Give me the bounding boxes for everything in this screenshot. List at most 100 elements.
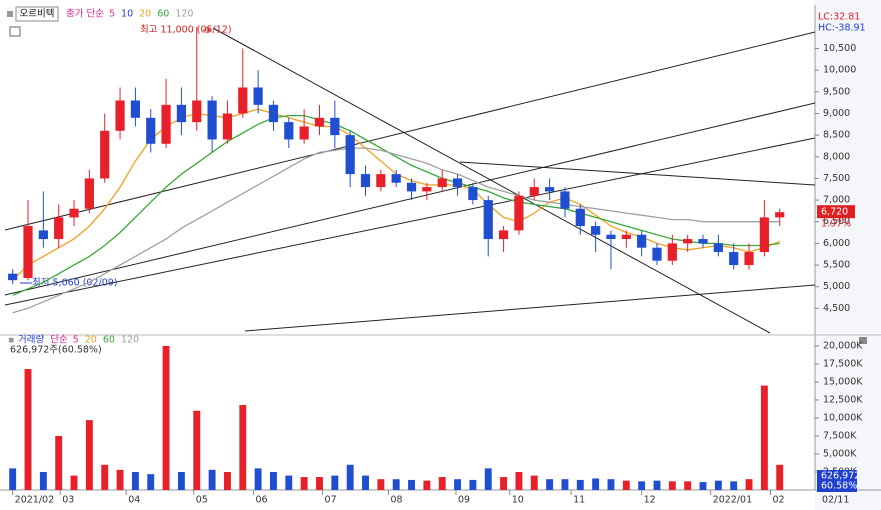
legend-item: 120	[175, 9, 193, 20]
hc-label: HC:-38.91	[818, 23, 866, 34]
candle-body	[69, 208, 79, 218]
table-icon[interactable]	[9, 26, 21, 37]
y-tick-label: 9,500	[823, 86, 850, 97]
y-tick-label: 5,500	[823, 260, 850, 271]
stock-name: 오르비텍	[20, 9, 55, 20]
x-tick-label: 10	[512, 495, 524, 506]
volume-bar	[484, 468, 492, 490]
volume-bar	[101, 464, 109, 490]
volume-bar	[362, 475, 369, 490]
candle-body	[591, 226, 601, 235]
x-tick-label: 06	[256, 495, 268, 506]
legend-prefix: 단순	[50, 335, 68, 346]
volume-bar	[469, 479, 477, 490]
candle-body	[268, 104, 279, 123]
volume-bar	[131, 471, 139, 490]
candle-body	[238, 87, 248, 114]
candle-body	[683, 239, 693, 244]
candle-body	[652, 247, 662, 261]
y-tick-label: 6,500	[823, 216, 850, 227]
candle-body	[222, 113, 233, 140]
candle-body	[729, 252, 739, 266]
y-tick-label: 12,500K	[823, 394, 863, 405]
candle-body	[437, 178, 447, 188]
volume-bar	[285, 475, 293, 490]
volume-bar	[55, 435, 63, 490]
volume-icon: ▪	[8, 335, 14, 346]
volume-bar	[592, 478, 600, 490]
last-price-label: 6,720	[821, 207, 848, 218]
candle-body	[284, 122, 294, 140]
candle-body	[529, 187, 539, 196]
x-tick-label: 08	[391, 495, 403, 506]
volume-bar	[223, 471, 231, 490]
y-tick-label: 15,000K	[823, 376, 863, 387]
legend-title: 거래량	[18, 334, 44, 346]
panel-button[interactable]	[859, 337, 867, 344]
volume-bar	[438, 477, 446, 490]
candle-body	[314, 117, 325, 127]
volume-bar	[116, 469, 124, 490]
candle-body	[468, 187, 478, 201]
trend-line	[459, 161, 816, 186]
legend-prefix: 종가 단순	[66, 9, 104, 20]
volume-bar	[699, 482, 707, 490]
volume-bar	[162, 345, 170, 490]
legend-item: 20	[85, 335, 97, 346]
candle-body	[422, 187, 432, 192]
candle-body	[483, 200, 493, 240]
volume-bar	[9, 468, 17, 490]
trend-line	[244, 284, 816, 332]
last-volume-box	[817, 470, 857, 492]
candle-body	[698, 239, 708, 244]
volume-bar	[377, 479, 385, 490]
low-annotation: 최저 5,060 (02/09)	[32, 278, 118, 289]
menu-icon[interactable]	[7, 11, 13, 17]
candle-body	[100, 130, 110, 179]
volume-bar	[270, 471, 277, 490]
candle-body	[360, 174, 371, 188]
volume-bar	[346, 464, 354, 490]
y-tick-label: 10,500	[823, 43, 856, 54]
candle-body	[146, 117, 156, 144]
legend-item: 20	[139, 9, 151, 20]
x-tick-label: 11	[573, 495, 585, 506]
y-tick-label: 17,500K	[823, 358, 863, 369]
volume-bar	[684, 481, 692, 490]
title-box[interactable]	[15, 6, 59, 22]
volume-bar	[24, 368, 32, 490]
trend-line	[4, 137, 816, 306]
candle-body	[775, 212, 785, 218]
volume-bar	[714, 480, 722, 490]
volume-bar	[177, 471, 185, 490]
y-tick-label: 5,000	[823, 281, 850, 292]
volume-bar	[576, 479, 584, 490]
x-tick-label: 04	[128, 495, 140, 506]
candle-body	[560, 191, 570, 209]
candle-body	[452, 178, 463, 188]
candle-body	[545, 187, 555, 192]
volume-bar	[331, 475, 339, 490]
volume-bar	[530, 475, 538, 490]
candle-body	[406, 182, 417, 192]
x-tick-label: 02	[773, 495, 785, 506]
volume-bar	[745, 479, 753, 490]
volume-bar	[622, 480, 630, 490]
candle-body	[498, 230, 509, 240]
candle-body	[54, 217, 64, 240]
volume-bar	[423, 480, 431, 490]
volume-bar	[638, 481, 646, 490]
y-tick-label: 8,500	[823, 130, 850, 141]
y-tick-label: 10,000	[823, 65, 856, 76]
candle-body	[667, 243, 677, 261]
candle-body	[161, 104, 171, 144]
y-tick-label: 6,000	[823, 238, 850, 249]
candle-body	[84, 178, 94, 209]
y-tick-label: 4,500	[823, 303, 850, 314]
axis-area	[815, 0, 881, 510]
x-tick-label: 2022/01	[713, 495, 752, 506]
trend-line	[4, 102, 816, 296]
candle-body	[253, 87, 263, 105]
candle-body	[115, 100, 125, 131]
candle-body	[637, 234, 647, 248]
